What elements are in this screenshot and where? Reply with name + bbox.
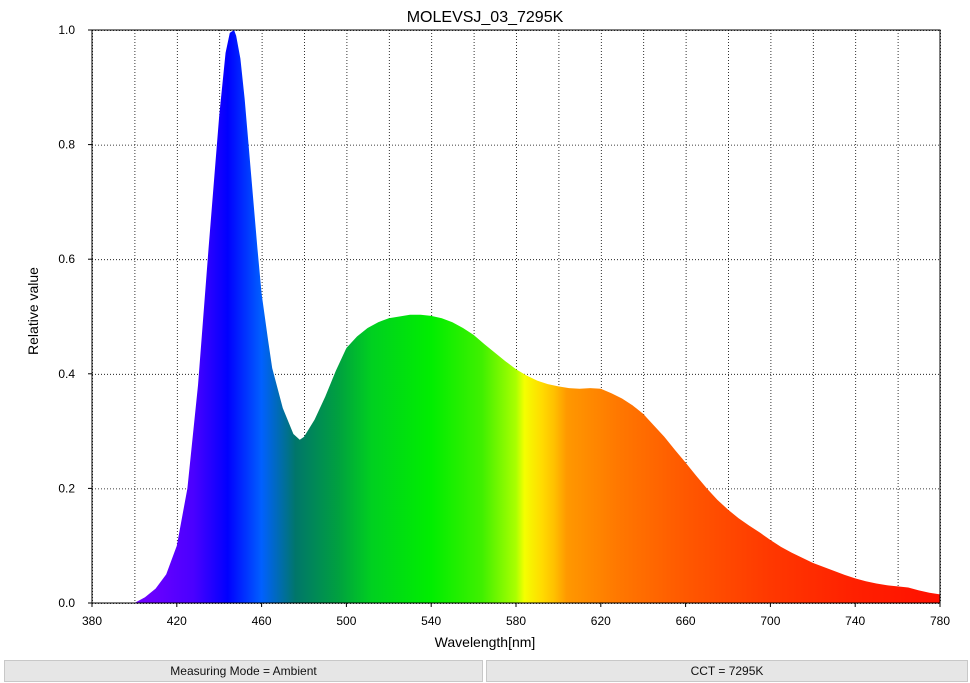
spectrum-area [134, 30, 940, 603]
y-axis-label: Relative value [25, 267, 41, 355]
x-tick-label: 580 [506, 614, 526, 628]
x-axis-label: Wavelength[nm] [435, 634, 536, 650]
x-tick-label: 700 [760, 614, 780, 628]
x-tick-label: 620 [591, 614, 611, 628]
x-tick-label: 540 [421, 614, 441, 628]
y-axis-ticks: 0.0 0.2 0.4 0.6 0.8 1.0 [58, 23, 92, 610]
x-tick-label: 780 [930, 614, 950, 628]
spectrum-chart: 380 420 460 500 540 580 620 660 700 740 780 0.0 0.2… [25, 9, 950, 650]
x-axis-ticks: 380 420 460 500 540 580 620 660 700 740 780 [82, 603, 950, 628]
x-tick-label: 500 [336, 614, 356, 628]
x-tick-label: 740 [845, 614, 865, 628]
x-tick-label: 660 [676, 614, 696, 628]
y-tick-label: 0.4 [58, 367, 75, 381]
x-tick-label: 460 [252, 614, 272, 628]
y-tick-label: 0.2 [58, 481, 75, 495]
cct-label: CCT = 7295K [486, 660, 968, 682]
y-tick-label: 0.8 [58, 138, 75, 152]
measuring-mode-label: Measuring Mode = Ambient [4, 660, 483, 682]
chart-title: MOLEVSJ_03_7295K [407, 9, 564, 26]
x-tick-label: 380 [82, 614, 102, 628]
x-tick-label: 420 [167, 614, 187, 628]
y-tick-label: 0.6 [58, 252, 75, 266]
y-tick-label: 0.0 [58, 596, 75, 610]
y-tick-label: 1.0 [58, 23, 75, 37]
